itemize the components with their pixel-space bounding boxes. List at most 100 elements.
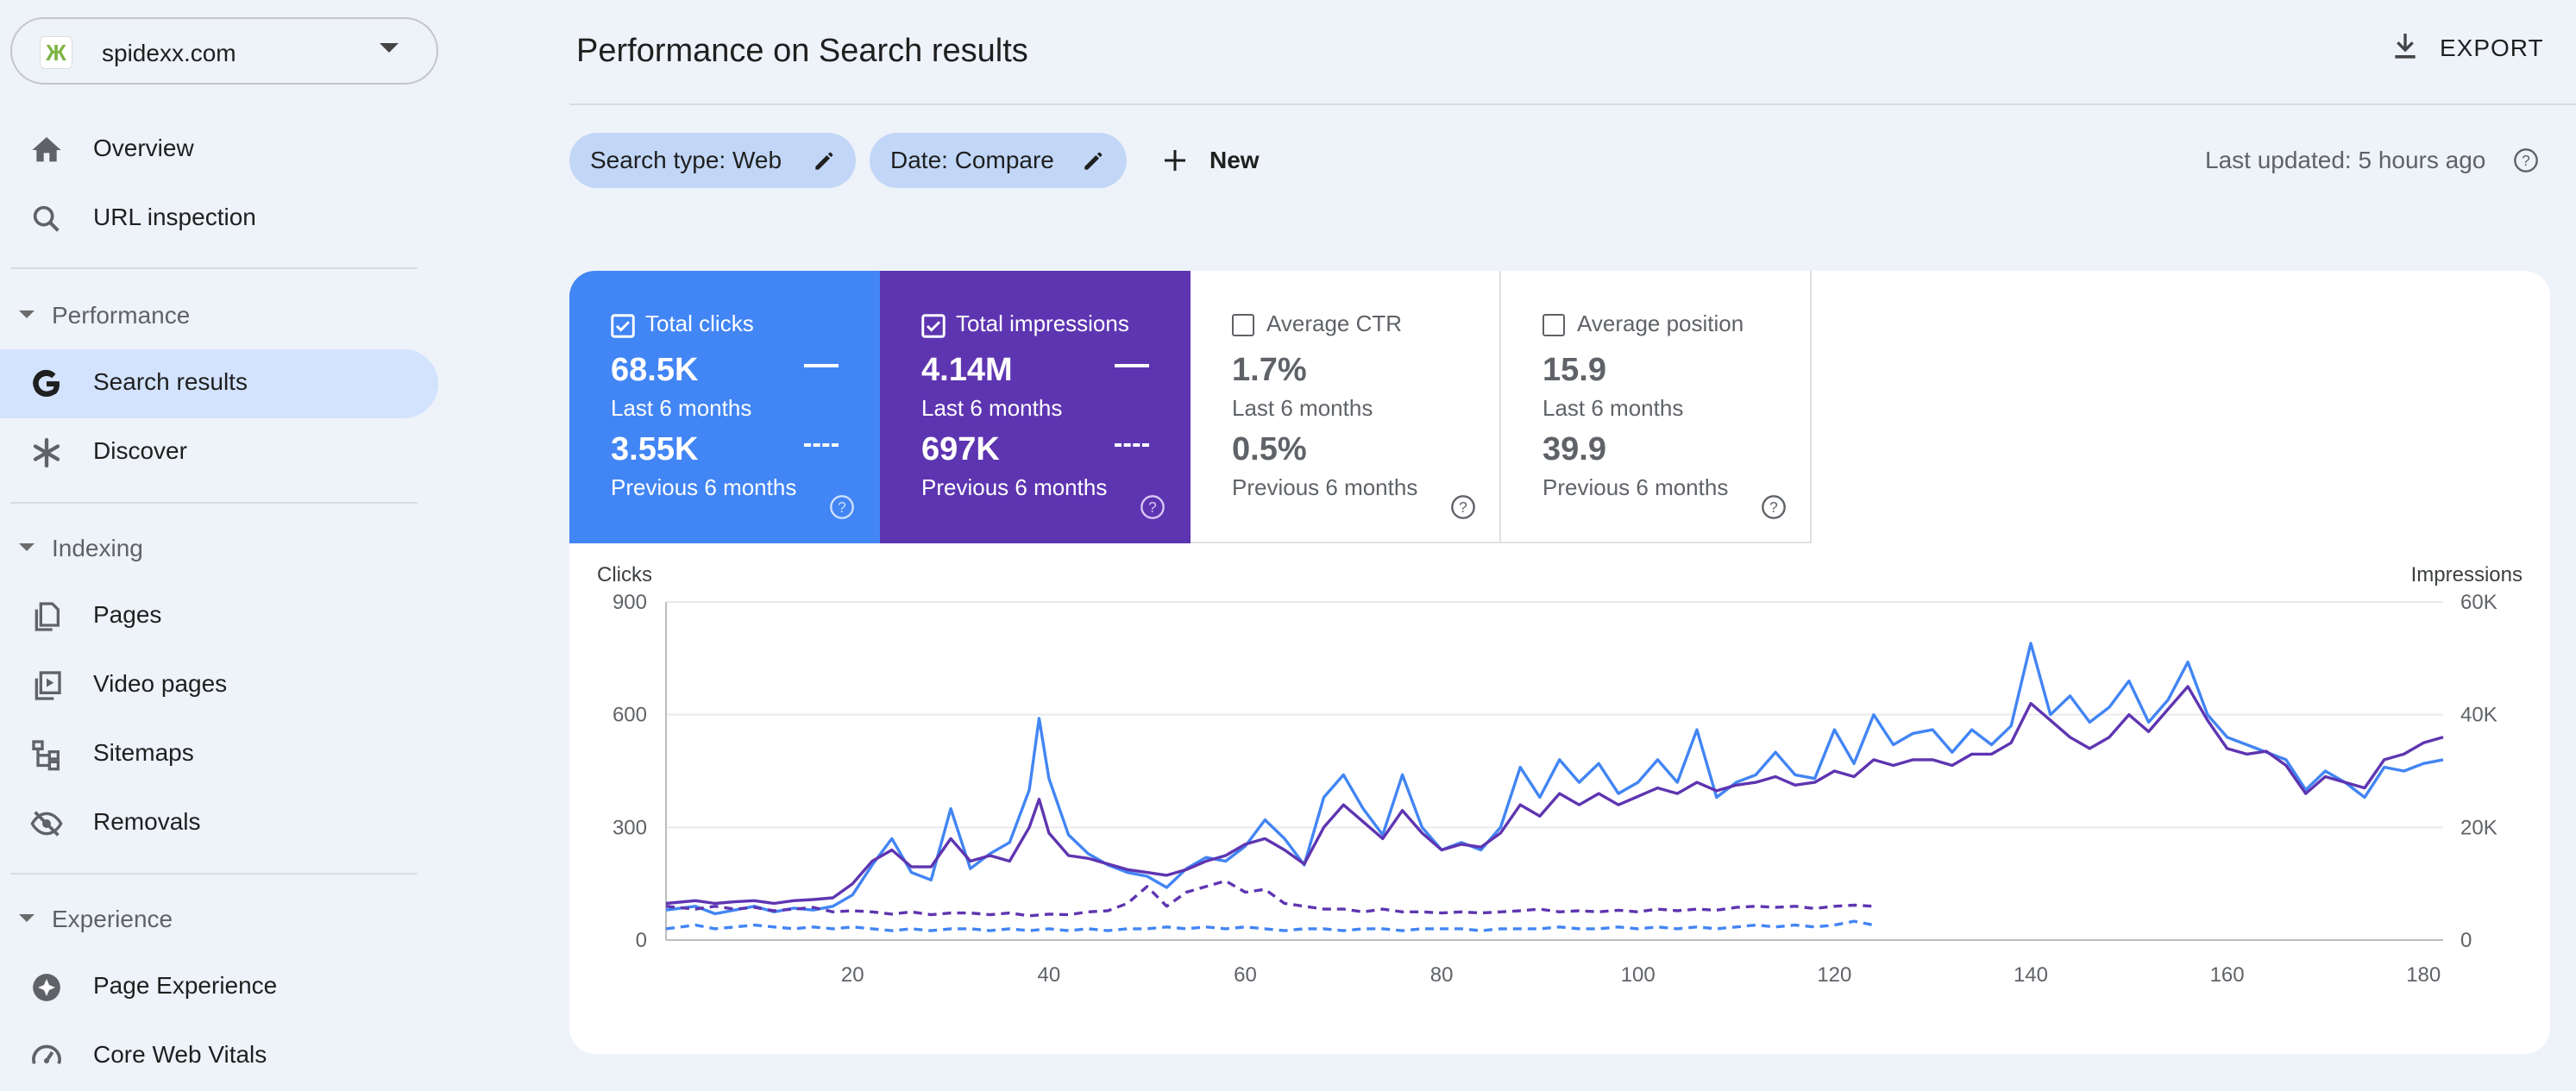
x-tick-label: 60	[1234, 963, 1257, 987]
google-g-icon	[33, 369, 60, 398]
metric-previous-label: Previous 6 months	[921, 474, 1108, 500]
help-icon[interactable]: ?	[1760, 493, 1787, 521]
sidebar-item-discover[interactable]: Discover	[0, 418, 438, 487]
grid	[665, 601, 2443, 941]
checkbox-checked-icon[interactable]	[921, 314, 946, 338]
metric-total-clicks[interactable]: Total clicks 68.5K Last 6 months 3.55K P…	[569, 271, 880, 543]
metric-total-impressions[interactable]: Total impressions 4.14M Last 6 months 69…	[880, 271, 1191, 543]
section-indexing[interactable]: Indexing	[0, 517, 423, 578]
y-tick-label: 900	[613, 591, 647, 614]
x-tick-label: 160	[2210, 963, 2245, 987]
sidebar-item-video-pages[interactable]: Video pages	[0, 651, 438, 720]
sidebar-divider	[10, 502, 418, 504]
sidebar-item-label: Core Web Vitals	[93, 1041, 267, 1068]
property-name: spidexx.com	[102, 40, 236, 66]
sidebar-item-label: Discover	[93, 437, 187, 464]
date-chip[interactable]: Date: Compare	[870, 133, 1127, 188]
metric-current-value: 4.14M	[921, 352, 1013, 388]
video-page-icon	[35, 671, 61, 700]
chip-label: Date: Compare	[890, 147, 1054, 173]
y2-tick-label: 40K	[2460, 704, 2497, 727]
sidebar-divider	[10, 873, 418, 875]
sidebar-item-label: Search results	[93, 368, 248, 395]
x-tick-label: 100	[1621, 963, 1656, 987]
metric-current-value: 68.5K	[611, 352, 699, 388]
metric-current-value: 1.7%	[1232, 352, 1307, 388]
dashed-line-legend	[1115, 443, 1149, 447]
page-title: Performance on Search results	[576, 33, 1028, 69]
new-label: New	[1209, 147, 1260, 173]
help-icon[interactable]: ?	[2512, 147, 2540, 174]
section-label: Performance	[52, 302, 191, 329]
sidebar-item-removals[interactable]: Removals	[0, 789, 438, 858]
x-tick-label: 180	[2406, 963, 2441, 987]
metric-previous-value: 3.55K	[611, 431, 699, 467]
metric-title: Total impressions	[956, 310, 1129, 336]
checkbox-unchecked-icon[interactable]	[1542, 314, 1565, 336]
search-type-chip[interactable]: Search type: Web	[569, 133, 856, 188]
download-icon	[2395, 34, 2416, 59]
clicks-previous-line	[665, 919, 1875, 932]
checkbox-checked-icon[interactable]	[611, 314, 635, 338]
chip-label: Search type: Web	[590, 147, 782, 173]
impressions-previous-line	[665, 879, 1874, 918]
dashed-line-legend	[804, 443, 839, 447]
svg-text:?: ?	[1148, 498, 1157, 516]
metric-title: Total clicks	[645, 310, 754, 336]
help-icon[interactable]: ?	[1449, 493, 1477, 521]
sidebar: Ж spidexx.com Overview URL inspection Pe…	[0, 0, 449, 1073]
section-performance[interactable]: Performance	[0, 285, 423, 345]
sidebar-item-sitemaps[interactable]: Sitemaps	[0, 720, 438, 789]
sidebar-item-core-web-vitals[interactable]: Core Web Vitals	[0, 1022, 438, 1091]
x-tick-label: 40	[1038, 963, 1061, 987]
pages-icon	[35, 602, 60, 631]
sidebar-item-label: URL inspection	[93, 204, 256, 230]
sidebar-item-search-results[interactable]: Search results	[0, 349, 438, 418]
svg-text:?: ?	[1769, 498, 1778, 516]
sidebar-item-page-experience[interactable]: Page Experience	[0, 953, 438, 1022]
pencil-icon	[1084, 152, 1103, 170]
section-label: Indexing	[52, 535, 143, 561]
y-tick-label: 0	[636, 929, 647, 952]
svg-text:?: ?	[2522, 152, 2530, 169]
metric-current-value: 15.9	[1542, 352, 1606, 388]
help-icon[interactable]: ?	[828, 493, 856, 521]
sidebar-divider	[10, 267, 418, 269]
header-divider	[569, 103, 2576, 105]
sidebar-item-label: Overview	[93, 135, 194, 161]
metric-average-position[interactable]: Average position 15.9 Last 6 months 39.9…	[1501, 271, 1812, 543]
page-experience-icon	[33, 974, 60, 1001]
performance-card: Total clicks 68.5K Last 6 months 3.55K P…	[569, 271, 2550, 1054]
sidebar-item-label: Page Experience	[93, 972, 278, 999]
axis-ticks: 0 0 300 20K 600 40K 900 60K 20 40 60 80 100 120 140 160…	[613, 591, 2497, 987]
section-label: Experience	[52, 906, 173, 932]
solid-line-legend	[1115, 364, 1149, 367]
x-tick-label: 20	[841, 963, 864, 987]
gauge-icon	[32, 1044, 61, 1064]
collapse-triangle-icon	[19, 914, 35, 922]
metric-previous-label: Previous 6 months	[1542, 474, 1729, 500]
svg-text:?: ?	[838, 498, 846, 516]
plus-icon	[1165, 150, 1185, 171]
series	[665, 642, 2444, 932]
property-selector[interactable]: Ж spidexx.com	[10, 17, 438, 85]
metric-current-label: Last 6 months	[1542, 395, 1684, 421]
new-filter-button[interactable]: New	[1156, 133, 1268, 188]
clicks-current-line	[665, 642, 2444, 916]
help-icon[interactable]: ?	[1139, 493, 1166, 521]
right-axis-title: Impressions	[2411, 563, 2523, 586]
x-tick-label: 120	[1817, 963, 1851, 987]
metric-current-label: Last 6 months	[611, 395, 752, 421]
metric-previous-value: 0.5%	[1232, 431, 1307, 467]
y2-tick-label: 0	[2460, 929, 2472, 952]
y-tick-label: 300	[613, 816, 647, 839]
sidebar-item-overview[interactable]: Overview	[0, 116, 438, 185]
metric-previous-value: 39.9	[1542, 431, 1606, 467]
x-tick-label: 140	[2014, 963, 2048, 987]
section-experience[interactable]: Experience	[0, 888, 423, 949]
home-icon	[32, 137, 61, 162]
metric-average-ctr[interactable]: Average CTR 1.7% Last 6 months 0.5% Prev…	[1191, 271, 1501, 543]
checkbox-unchecked-icon[interactable]	[1232, 314, 1254, 336]
sidebar-item-url-inspection[interactable]: URL inspection	[0, 185, 438, 254]
sidebar-item-pages[interactable]: Pages	[0, 582, 438, 651]
